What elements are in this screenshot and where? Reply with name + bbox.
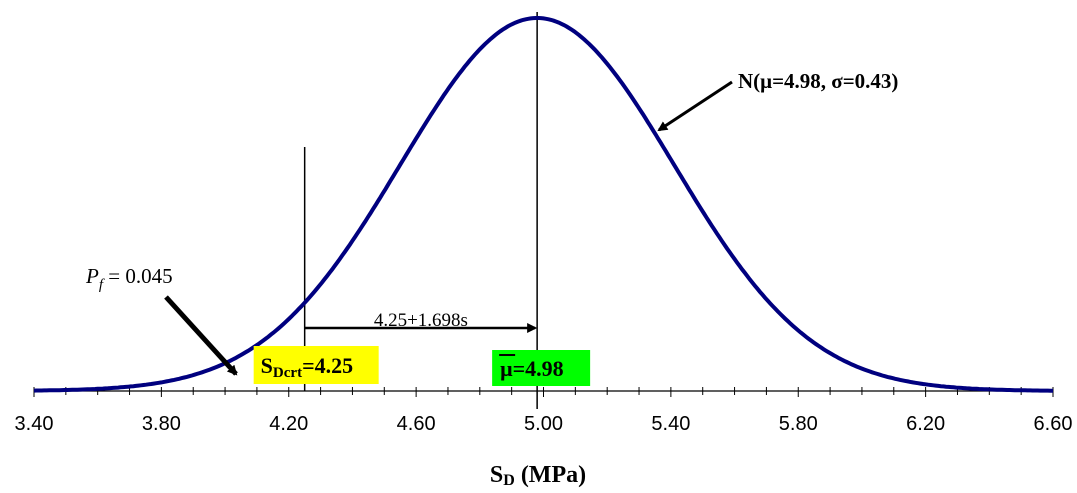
x-tick-label: 4.20 bbox=[269, 413, 308, 435]
x-tick-label: 3.80 bbox=[142, 413, 181, 435]
distance-label: 4.25+1.698s bbox=[374, 310, 468, 331]
x-tick-label: 6.60 bbox=[1034, 413, 1073, 435]
mean-value-label: μ=4.98 bbox=[500, 356, 564, 381]
x-axis-ticks: 3.40 3.80 4.20 4.60 5.00 5.40 5.80 6.20 6.60 bbox=[15, 387, 1073, 435]
x-tick-label: 5.00 bbox=[524, 413, 563, 435]
failure-probability-arrow bbox=[164, 295, 238, 376]
x-tick-label: 6.20 bbox=[906, 413, 945, 435]
x-tick-label: 4.60 bbox=[397, 413, 436, 435]
x-tick-label: 5.40 bbox=[651, 413, 690, 435]
failure-probability-label: Pf = 0.045 bbox=[85, 264, 173, 293]
critical-value-label: SDcrt=4.25 bbox=[261, 353, 353, 381]
x-tick-label: 3.40 bbox=[15, 413, 54, 435]
normal-distribution-curve bbox=[33, 16, 1053, 393]
x-axis-title: SD (MPa) bbox=[490, 462, 586, 489]
critical-value-box bbox=[253, 346, 379, 384]
distribution-label-arrow bbox=[657, 80, 733, 132]
distribution-label: N(μ=4.98, σ=0.43) bbox=[738, 69, 898, 93]
x-tick-label: 5.80 bbox=[779, 413, 818, 435]
